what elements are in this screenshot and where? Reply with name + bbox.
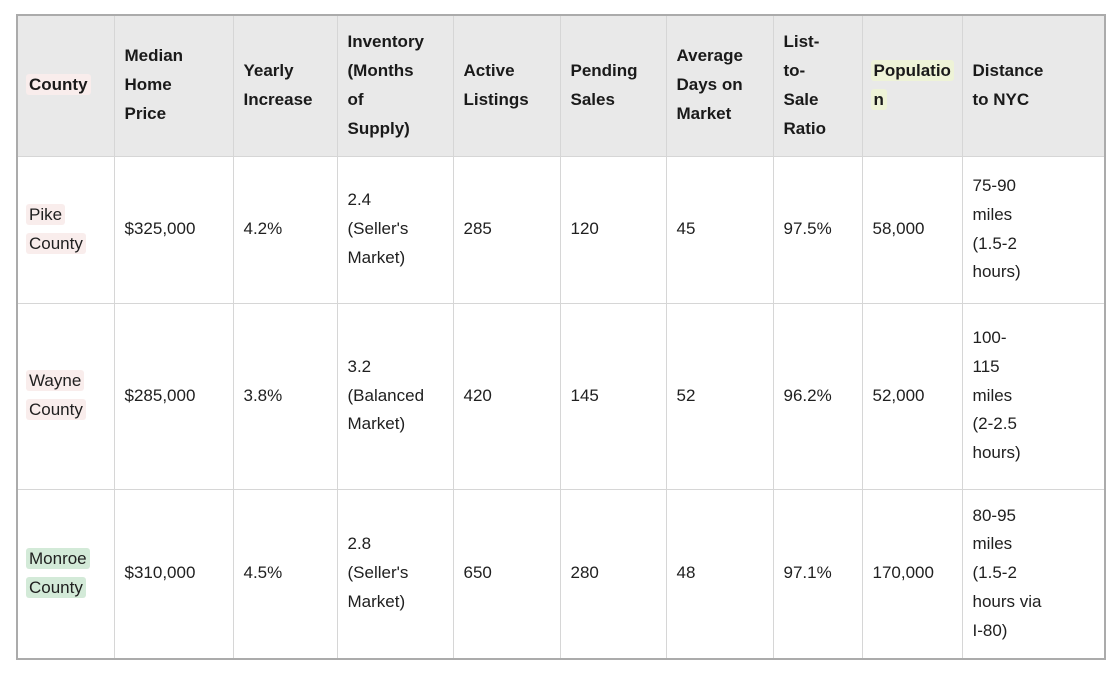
cell-active-listings: 285 <box>452 155 561 304</box>
cell-median-home-price: $325,000 <box>113 155 234 304</box>
county-name-highlight: Pike County <box>26 203 86 254</box>
cell-population: 170,000 <box>861 488 963 660</box>
col-header-avg-days-on-market: Average Days on Market <box>665 14 774 157</box>
col-header-distance-to-nyc: Distance to NYC <box>961 14 1106 157</box>
col-header-yearly-increase: Yearly Increase <box>232 14 338 157</box>
cell-avg-days-on-market: 48 <box>665 488 774 660</box>
cell-avg-days-on-market: 45 <box>665 155 774 304</box>
county-name-highlight: Monroe County <box>26 547 90 598</box>
cell-county: Pike County <box>16 155 115 304</box>
col-header-pending-sales: Pending Sales <box>559 14 667 157</box>
col-header-population: Population <box>861 14 963 157</box>
col-header-active-listings: Active Listings <box>452 14 561 157</box>
cell-median-home-price: $310,000 <box>113 488 234 660</box>
cell-yearly-increase: 4.2% <box>232 155 338 304</box>
cell-pending-sales: 280 <box>559 488 667 660</box>
cell-avg-days-on-market: 52 <box>665 302 774 490</box>
county-name-highlight: Wayne County <box>26 370 86 420</box>
cell-distance-to-nyc: 75-90 miles (1.5-2 hours) <box>961 155 1106 304</box>
cell-population: 52,000 <box>861 302 963 490</box>
col-header-list-to-sale-ratio: List- to- Sale Ratio <box>772 14 863 157</box>
cell-list-to-sale-ratio: 97.1% <box>772 488 863 660</box>
cell-population: 58,000 <box>861 155 963 304</box>
cell-yearly-increase: 3.8% <box>232 302 338 490</box>
cell-inventory: 3.2 (Balanced Market) <box>336 302 454 490</box>
col-header-inventory: Inventory (Months of Supply) <box>336 14 454 157</box>
cell-pending-sales: 145 <box>559 302 667 490</box>
cell-list-to-sale-ratio: 97.5% <box>772 155 863 304</box>
county-comparison-table: County Median Home Price Yearly Increase… <box>16 14 1106 660</box>
cell-active-listings: 420 <box>452 302 561 490</box>
cell-inventory: 2.8 (Seller's Market) <box>336 488 454 660</box>
county-header-highlight: County <box>26 74 91 96</box>
header-row: County Median Home Price Yearly Increase… <box>16 14 1106 157</box>
cell-active-listings: 650 <box>452 488 561 660</box>
cell-median-home-price: $285,000 <box>113 302 234 490</box>
cell-inventory: 2.4 (Seller's Market) <box>336 155 454 304</box>
cell-distance-to-nyc: 100- 115 miles (2-2.5 hours) <box>961 302 1106 490</box>
population-header-highlight: Population <box>870 59 954 110</box>
cell-list-to-sale-ratio: 96.2% <box>772 302 863 490</box>
table-row-monroe: Monroe County $310,000 4.5% 2.8 (Seller'… <box>16 488 1106 660</box>
cell-county: Monroe County <box>16 488 115 660</box>
col-header-median-home-price: Median Home Price <box>113 14 234 157</box>
col-header-county: County <box>16 14 115 157</box>
table-row-wayne: Wayne County $285,000 3.8% 3.2 (Balanced… <box>16 302 1106 490</box>
cell-county: Wayne County <box>16 302 115 490</box>
cell-yearly-increase: 4.5% <box>232 488 338 660</box>
cell-pending-sales: 120 <box>559 155 667 304</box>
table-row-pike: Pike County $325,000 4.2% 2.4 (Seller's … <box>16 155 1106 304</box>
cell-distance-to-nyc: 80-95 miles (1.5-2 hours via I-80) <box>961 488 1106 660</box>
